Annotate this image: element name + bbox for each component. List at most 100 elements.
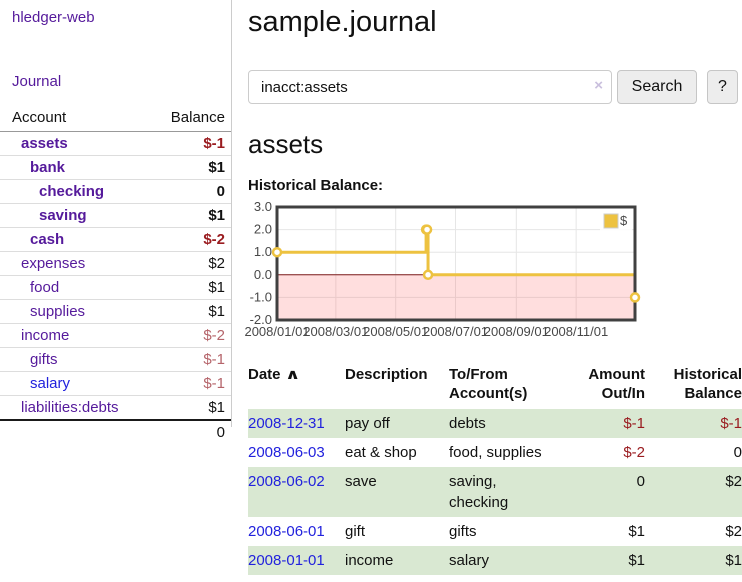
accounts-header-balance: Balance — [143, 106, 232, 132]
account-link-food[interactable]: food — [30, 279, 60, 296]
transaction-description: income — [345, 546, 449, 575]
account-balance: $-2 — [143, 227, 232, 252]
transaction-accounts: food, supplies — [449, 444, 542, 461]
y-tick-label: 1.0 — [254, 244, 272, 259]
transaction-balance: $2 — [645, 467, 742, 517]
account-link-bank[interactable]: bank — [30, 159, 66, 176]
account-row: expenses $2 — [0, 251, 232, 276]
account-balance: $-1 — [143, 347, 232, 372]
transaction-date-link[interactable]: 2008-06-01 — [248, 523, 325, 540]
sidebar-item-journal[interactable]: Journal — [12, 73, 62, 90]
account-balance: $1 — [143, 203, 232, 228]
account-balance: $1 — [143, 155, 232, 180]
sidebar: hledger-web Journal Account Balance asse… — [0, 0, 232, 444]
account-balance: $1 — [143, 275, 232, 300]
register-header-balance: Historical Balance — [673, 366, 742, 402]
historical-balance-chart[interactable]: $3.0 2.0 1.0 0.0 -1.0 -2.0 2008/01/01 2008/03/0… — [244, 199, 742, 350]
transaction-description: pay off — [345, 409, 449, 438]
register-header-accounts: To/From Account(s) — [449, 366, 528, 402]
account-row: income $-2 — [0, 323, 232, 348]
account-link-gifts[interactable]: gifts — [30, 351, 58, 368]
register-header-description: Description — [345, 366, 428, 383]
account-link-expenses[interactable]: expenses — [21, 255, 86, 272]
transaction-description: eat & shop — [345, 444, 417, 461]
transaction-accounts: saving, checking — [449, 467, 585, 517]
x-tick-label: 2008/11/01 — [544, 324, 608, 339]
register-row: 2008-06-03 eat & shop food, supplies $-2 0 — [248, 438, 742, 467]
account-balance: $-1 — [143, 131, 232, 156]
accounts-total-row: 0 — [0, 419, 232, 444]
transaction-date-link[interactable]: 2008-12-31 — [248, 415, 325, 432]
account-link-cash[interactable]: cash — [30, 231, 65, 248]
transaction-balance: $2 — [725, 523, 742, 540]
legend-swatch — [603, 213, 619, 229]
account-link-liabilities:debts[interactable]: liabilities:debts — [21, 399, 119, 416]
register-header-date[interactable]: Date ∧ — [248, 366, 300, 383]
search-box: × — [248, 70, 612, 104]
search-button[interactable]: Search — [617, 70, 697, 104]
transaction-amount: $1 — [585, 546, 645, 575]
account-row: checking 0 — [0, 179, 232, 204]
account-row: bank $1 — [0, 155, 232, 180]
register-table: Date ∧ Description To/From Account(s) Amo… — [248, 365, 742, 575]
account-balance: $-1 — [143, 371, 232, 396]
account-row: supplies $1 — [0, 299, 232, 324]
y-tick-label: 0.0 — [254, 267, 272, 282]
search-input[interactable] — [248, 70, 612, 104]
transaction-description: save — [345, 467, 449, 517]
account-link-salary[interactable]: salary — [30, 375, 71, 392]
x-tick-label: 2008/09/01 — [484, 324, 549, 339]
page-title: sample.journal — [248, 6, 437, 38]
sort-ascending-icon: ∧ — [284, 366, 300, 382]
account-link-saving[interactable]: saving — [39, 207, 87, 224]
search-row: × Search ? — [248, 70, 742, 104]
register-header-amount: Amount Out/In — [588, 366, 645, 402]
register-row: 2008-06-01 gift gifts $1 $2 — [248, 517, 742, 546]
account-balance: $1 — [143, 395, 232, 421]
accounts-total-balance: 0 — [143, 419, 232, 444]
account-link-supplies[interactable]: supplies — [30, 303, 86, 320]
register-row: 2008-06-02 save saving, checking 0 $2 — [248, 467, 742, 517]
transaction-accounts: debts — [449, 409, 585, 438]
account-row: liabilities:debts $1 — [0, 395, 232, 421]
help-button[interactable]: ? — [707, 70, 738, 104]
chart-svg: $3.0 2.0 1.0 0.0 -1.0 -2.02008/01/012008/03/0… — [244, 199, 641, 339]
x-tick-label: 2008/03/01 — [303, 324, 368, 339]
y-tick-label: -1.0 — [250, 289, 272, 304]
y-tick-label: 3.0 — [254, 199, 272, 214]
account-row: gifts $-1 — [0, 347, 232, 372]
account-title: assets — [248, 129, 324, 159]
main-content: sample.journal × Search ? assets Histori… — [244, 0, 742, 575]
transaction-accounts: gifts — [449, 523, 477, 540]
transaction-balance: $-1 — [645, 409, 742, 438]
search-clear-icon[interactable]: × — [594, 77, 603, 94]
transaction-date-link[interactable]: 2008-06-02 — [248, 473, 325, 490]
transaction-date-link[interactable]: 2008-01-01 — [248, 552, 325, 569]
transaction-balance: $1 — [645, 546, 742, 575]
account-row: saving $1 — [0, 203, 232, 228]
account-link-income[interactable]: income — [21, 327, 70, 344]
account-balance: $1 — [143, 299, 232, 324]
chart-title: Historical Balance: — [248, 177, 384, 194]
transaction-date-link[interactable]: 2008-06-03 — [248, 444, 325, 461]
account-balance: $-2 — [143, 323, 232, 348]
register-row: 2008-01-01 income salary $1 $1 — [248, 546, 742, 575]
app-title-link[interactable]: hledger-web — [12, 9, 95, 26]
transaction-amount: $-1 — [585, 409, 645, 438]
y-tick-label: -2.0 — [250, 312, 272, 327]
account-row: food $1 — [0, 275, 232, 300]
account-link-checking[interactable]: checking — [39, 183, 105, 200]
account-row: salary $-1 — [0, 371, 232, 396]
transaction-amount: $1 — [628, 523, 645, 540]
transaction-amount: 0 — [585, 467, 645, 517]
x-tick-label: 2008/01/01 — [244, 324, 309, 339]
account-balance: $2 — [143, 251, 232, 276]
account-link-assets[interactable]: assets — [21, 135, 68, 152]
legend-label: $ — [620, 213, 628, 228]
account-balance: 0 — [143, 179, 232, 204]
transaction-balance: 0 — [733, 444, 742, 461]
account-row: assets $-1 — [0, 131, 232, 156]
x-tick-label: 2008/07/01 — [423, 324, 488, 339]
sidebar-divider — [231, 0, 232, 427]
transaction-amount: $-2 — [623, 444, 645, 461]
